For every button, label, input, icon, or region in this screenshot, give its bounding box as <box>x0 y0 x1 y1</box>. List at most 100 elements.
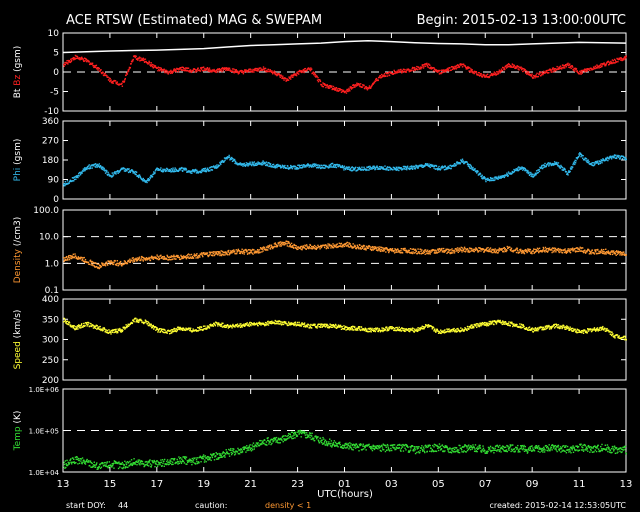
data-point <box>616 155 619 157</box>
data-point <box>523 167 526 169</box>
data-point <box>447 69 449 71</box>
data-point <box>600 160 603 162</box>
data-point <box>399 168 402 170</box>
data-point <box>519 168 521 170</box>
data-point <box>406 165 409 167</box>
data-point <box>203 168 206 170</box>
data-point <box>220 163 222 166</box>
data-point <box>540 75 542 77</box>
data-point <box>71 180 73 182</box>
data-point <box>93 266 96 268</box>
data-point <box>319 248 321 250</box>
data-point <box>411 166 413 168</box>
data-point <box>111 331 113 333</box>
data-point <box>288 242 291 244</box>
data-point <box>281 166 283 168</box>
data-point <box>86 323 88 325</box>
data-point <box>223 68 226 71</box>
data-point <box>348 166 351 168</box>
data-point <box>382 327 385 330</box>
data-point <box>578 73 581 75</box>
data-point <box>318 246 321 248</box>
data-point <box>334 244 336 246</box>
data-point <box>345 92 348 94</box>
data-point <box>330 247 332 249</box>
data-point <box>258 249 261 251</box>
data-point <box>577 156 579 159</box>
data-point <box>83 60 85 62</box>
data-point <box>213 68 215 71</box>
data-point <box>467 66 469 68</box>
data-point <box>218 253 220 255</box>
data-point <box>539 166 542 169</box>
data-point <box>160 254 162 257</box>
data-point <box>580 69 583 72</box>
data-point <box>137 175 139 178</box>
data-point <box>161 171 164 173</box>
data-point <box>401 169 403 171</box>
data-point <box>264 323 266 326</box>
data-point <box>70 257 73 260</box>
data-point <box>219 324 221 327</box>
data-point <box>98 263 100 266</box>
data-point <box>170 255 173 257</box>
data-point <box>163 258 165 260</box>
data-point <box>335 166 338 169</box>
data-point <box>445 167 447 169</box>
data-point <box>238 163 241 166</box>
data-point <box>504 65 507 68</box>
data-point <box>347 90 349 93</box>
data-point <box>294 321 297 323</box>
data-point <box>297 70 299 73</box>
data-point <box>217 252 220 254</box>
data-point <box>115 173 117 175</box>
data-point <box>161 169 163 172</box>
data-point <box>271 246 274 248</box>
data-point <box>109 80 112 82</box>
data-point <box>490 179 493 182</box>
data-point <box>437 249 439 252</box>
data-point <box>70 59 73 62</box>
data-point <box>254 67 257 70</box>
data-point <box>617 60 619 63</box>
data-point <box>479 73 482 75</box>
data-point <box>117 331 119 334</box>
data-point <box>149 177 152 179</box>
data-point <box>66 60 68 62</box>
data-point <box>96 263 98 265</box>
data-point <box>601 249 603 252</box>
data-point <box>403 249 406 252</box>
data-point <box>601 63 604 65</box>
data-point <box>380 246 382 248</box>
data-point <box>541 72 544 75</box>
data-point <box>358 326 361 328</box>
data-point <box>197 326 200 329</box>
data-point <box>93 66 95 68</box>
data-point <box>516 168 519 171</box>
data-point <box>248 70 251 73</box>
data-point <box>310 67 312 69</box>
data-point <box>510 65 512 67</box>
data-point <box>564 64 566 67</box>
data-point <box>463 248 465 250</box>
data-point <box>543 164 546 167</box>
data-point <box>455 65 458 67</box>
data-point <box>169 72 172 75</box>
data-point <box>330 162 333 165</box>
data-point <box>258 251 260 253</box>
data-point <box>166 254 168 257</box>
data-point <box>447 168 449 170</box>
data-point <box>512 251 514 253</box>
data-point <box>244 164 246 166</box>
data-point <box>269 248 272 250</box>
data-point <box>570 248 572 250</box>
data-point <box>114 171 116 173</box>
data-point <box>142 59 144 62</box>
data-point <box>349 86 351 88</box>
data-point <box>279 76 281 79</box>
data-point <box>551 67 554 69</box>
data-point <box>275 320 277 323</box>
data-point <box>248 325 250 327</box>
data-point <box>376 246 378 249</box>
